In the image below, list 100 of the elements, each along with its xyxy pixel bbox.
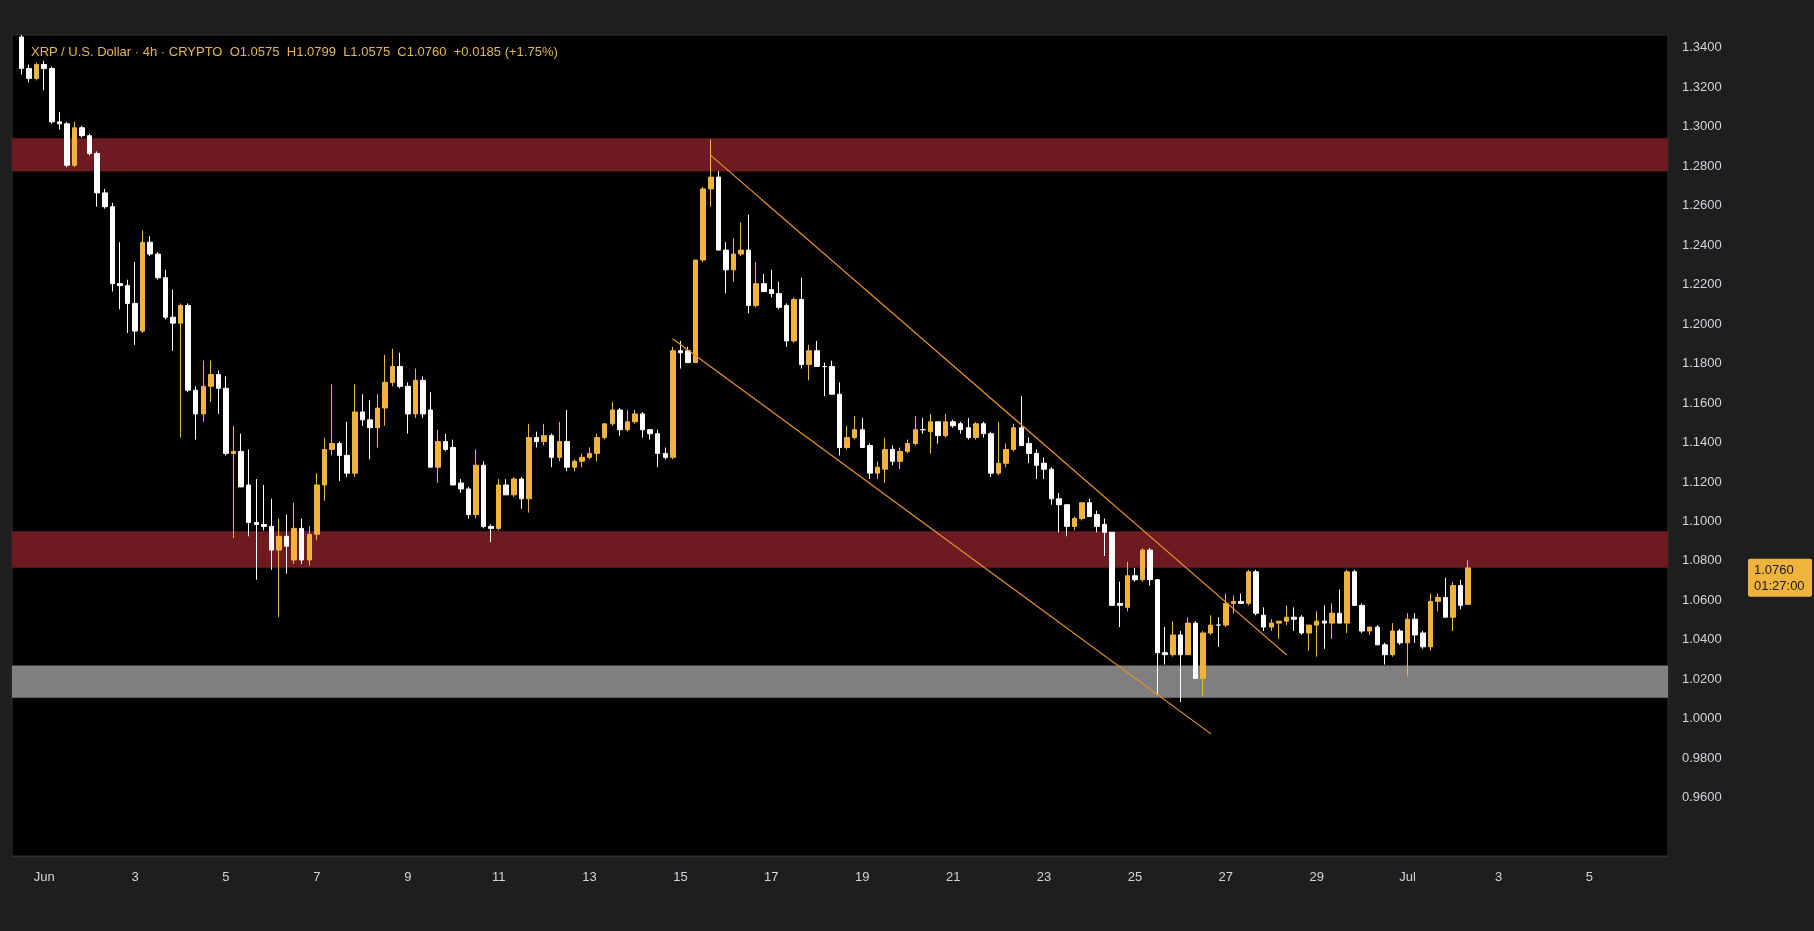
- candlestick: [1390, 622, 1395, 658]
- candlestick: [806, 344, 812, 381]
- candlestick: [79, 125, 85, 139]
- candlestick: [700, 186, 706, 263]
- candlestick: [223, 375, 229, 456]
- y-tick-label: 1.2200: [1682, 276, 1722, 292]
- candlestick: [1352, 569, 1357, 606]
- candlestick: [428, 391, 433, 468]
- y-tick-label: 1.3200: [1682, 78, 1722, 94]
- candlestick: [1253, 569, 1259, 616]
- candlestick: [216, 370, 221, 415]
- candlestick: [966, 417, 971, 441]
- x-tick-label: 27: [1218, 869, 1234, 884]
- candlestick: [617, 407, 623, 437]
- candlestick: [1299, 614, 1304, 636]
- candlestick: [1193, 620, 1198, 679]
- y-tick-label: 1.1600: [1682, 394, 1722, 410]
- y-tick-label: 1.2600: [1682, 197, 1722, 213]
- candlestick: [1178, 630, 1183, 703]
- candlestick: [557, 421, 562, 462]
- candlestick: [1314, 610, 1319, 658]
- candlestick: [185, 302, 191, 393]
- candlestick: [860, 417, 865, 448]
- candlestick: [413, 368, 418, 419]
- candlestick: [246, 448, 251, 537]
- y-tick-label: 1.1000: [1682, 513, 1722, 528]
- candlestick: [875, 460, 880, 480]
- candlestick: [193, 385, 198, 441]
- candlestick: [397, 352, 403, 389]
- candlestick: [1223, 593, 1229, 628]
- candlestick: [26, 64, 32, 83]
- candlestick: [526, 423, 532, 514]
- candlestick: [1026, 437, 1032, 464]
- candlestick: [1041, 456, 1047, 480]
- candlestick: [87, 133, 92, 156]
- x-tick-label: 19: [855, 869, 870, 884]
- x-tick-label: 17: [764, 869, 779, 884]
- candlestick: [1238, 593, 1244, 604]
- candlestick: [738, 221, 744, 257]
- candlestick: [822, 362, 827, 397]
- candlestick: [163, 269, 168, 320]
- candlestick: [488, 523, 494, 543]
- candlestick: [450, 439, 456, 486]
- candlestick: [935, 421, 941, 445]
- y-tick-label: 1.1400: [1682, 434, 1722, 450]
- candlestick: [572, 458, 577, 472]
- candlestick: [170, 289, 176, 352]
- candlestick: [1034, 448, 1039, 480]
- candlestick: [1147, 547, 1153, 587]
- candlestick: [19, 34, 24, 75]
- candlestick: [784, 302, 789, 348]
- candlestick: [776, 281, 782, 310]
- y-tick-label: 1.0800: [1682, 552, 1722, 568]
- candlestick: [49, 66, 55, 125]
- candlestick: [1382, 642, 1388, 666]
- candlestick: [587, 446, 592, 460]
- x-tick-label: Jun: [33, 869, 55, 884]
- candlestick: [1359, 602, 1365, 634]
- text: XRP / U.S. Dollar · 4h · CRYPTO O1.0575 H1.0799 L1.0575 C1.0760 +0.0185 (+1.75%): [31, 44, 558, 59]
- candlestick: [1125, 561, 1130, 612]
- candlestick: [844, 425, 850, 450]
- candlestick: [458, 478, 464, 494]
- candlestick: [867, 443, 873, 480]
- candlestick: [1003, 443, 1009, 468]
- x-tick-label: 7: [313, 869, 321, 884]
- candlestick: [117, 241, 123, 310]
- candlestick: [314, 472, 320, 541]
- candlestick: [890, 445, 895, 466]
- y-tick-label: 1.2400: [1682, 236, 1722, 252]
- y-tick-label: 0.9800: [1682, 749, 1722, 765]
- candlestick: [1064, 504, 1070, 537]
- candlestick: [503, 478, 509, 496]
- candlestick: [1405, 612, 1410, 677]
- candlestick: [829, 360, 835, 395]
- candlestick: [337, 441, 342, 482]
- candlestick: [1306, 624, 1312, 652]
- candlestick: [208, 360, 214, 403]
- candlestick: [541, 423, 547, 446]
- candlestick: [897, 446, 903, 470]
- candlestick: [178, 302, 183, 439]
- candlestick: [344, 421, 350, 478]
- candlestick: [443, 433, 448, 452]
- candlestick: [708, 139, 714, 208]
- candlestick: [769, 269, 774, 298]
- candlestick: [1337, 589, 1342, 624]
- candlestick: [254, 478, 259, 581]
- candlestick: [746, 214, 751, 314]
- candlestick: [913, 415, 918, 446]
- candlestick: [1375, 624, 1380, 646]
- candlestick: [1344, 569, 1350, 634]
- x-tick-label: 9: [404, 869, 412, 884]
- candlestick: [64, 121, 70, 168]
- y-tick-label: 1.1800: [1682, 355, 1722, 371]
- candlestick: [1276, 620, 1282, 640]
- candlestick: [299, 518, 304, 565]
- candlestick: [1397, 628, 1403, 646]
- candlestick: [814, 340, 820, 368]
- candlestick: [594, 433, 600, 462]
- candlestick: [716, 170, 721, 251]
- candlestick: [57, 111, 62, 131]
